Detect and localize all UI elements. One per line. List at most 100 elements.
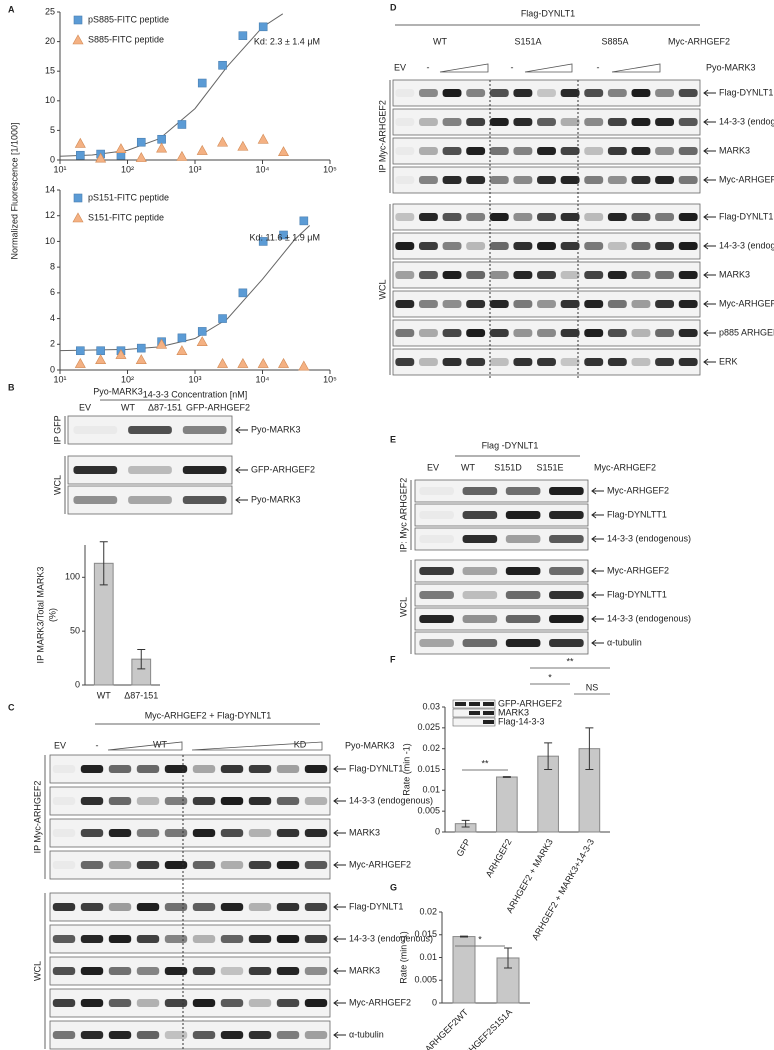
x-axis-label: 14-3-3 Concentration [nM]: [143, 389, 248, 399]
row-label: MARK3: [349, 965, 380, 975]
significance-label: NS: [586, 682, 599, 692]
blot-strip: [414, 607, 589, 631]
row-label: GFP-ARHGEF2: [251, 464, 315, 474]
band: [678, 213, 698, 221]
lane-label: S151E: [536, 462, 563, 472]
lane-label: Flag -DYNLT1: [482, 440, 539, 450]
band: [248, 935, 272, 943]
band: [108, 829, 132, 837]
band: [419, 591, 454, 599]
band: [108, 999, 132, 1007]
arrow: [703, 329, 716, 337]
inset-label: Flag-14-3-3: [498, 716, 545, 726]
side-label: WCL: [32, 961, 42, 981]
significance-label: *: [478, 934, 482, 944]
band: [678, 118, 698, 126]
point: [177, 120, 187, 129]
band: [678, 147, 698, 155]
arrow: [591, 591, 604, 599]
band: [52, 935, 76, 943]
arrow: [591, 511, 604, 519]
inset-label: MARK3: [498, 707, 529, 717]
lane-label: S151A: [514, 36, 541, 46]
point: [238, 288, 248, 298]
dose-wedge: [107, 741, 183, 751]
band: [52, 999, 76, 1007]
y-tick-label: 50: [70, 626, 80, 636]
band: [462, 615, 498, 623]
band: [395, 358, 415, 366]
x-tick-label: ARHGEF2WT: [423, 1007, 470, 1050]
band: [442, 147, 462, 155]
panel-letter: C: [8, 702, 15, 712]
band: [52, 797, 76, 805]
band: [395, 147, 415, 155]
lane-label: WT: [121, 402, 135, 412]
band: [513, 89, 533, 97]
band: [164, 999, 188, 1007]
band: [505, 615, 541, 623]
band: [418, 176, 438, 184]
row-label: Flag-DYNLT1: [719, 87, 773, 97]
band: [655, 213, 675, 221]
lane-label: Flag-DYNLT1: [521, 8, 575, 18]
lane-label: -: [511, 62, 514, 72]
band: [395, 300, 415, 308]
row-label: p885 ARHGEF2: [719, 327, 774, 337]
row-label: 14-3-3 (endogenous): [349, 933, 433, 943]
band: [489, 89, 509, 97]
band: [513, 358, 533, 366]
band: [678, 176, 698, 184]
band: [276, 999, 300, 1007]
band: [220, 1031, 244, 1039]
band: [489, 118, 509, 126]
significance-label: *: [548, 672, 552, 682]
arrow: [333, 797, 346, 805]
band: [584, 329, 604, 337]
band: [631, 176, 651, 184]
band: [136, 765, 160, 773]
y-tick-label: 0.005: [414, 975, 437, 985]
y-tick-label: 6: [50, 287, 55, 297]
point: [279, 230, 288, 240]
band: [466, 300, 486, 308]
band: [655, 118, 675, 126]
y-tick-label: 14: [45, 184, 55, 194]
inset-strip: [452, 717, 496, 727]
band: [631, 242, 651, 250]
y-tick-label: 0.03: [422, 701, 440, 711]
band: [537, 213, 556, 221]
band: [655, 89, 675, 97]
row-label: Myc-ARHGEF2: [349, 859, 411, 869]
band: [395, 271, 415, 279]
point: [298, 360, 310, 371]
arrow: [703, 89, 716, 97]
band: [248, 903, 272, 911]
legend-marker: [72, 212, 84, 223]
point: [257, 133, 269, 144]
band: [136, 999, 160, 1007]
band: [136, 903, 160, 911]
band: [537, 89, 556, 97]
band: [560, 213, 580, 221]
band: [513, 300, 533, 308]
side-label: IP Myc-ARHGEF2: [32, 781, 42, 854]
band: [560, 89, 580, 97]
band: [549, 591, 584, 599]
panel-letter: G: [390, 882, 397, 892]
band: [192, 829, 216, 837]
band: [395, 329, 415, 337]
band: [466, 271, 486, 279]
band: [442, 89, 462, 97]
error-bar: [99, 541, 108, 586]
band: [462, 511, 498, 519]
inset-band: [469, 702, 480, 706]
band: [462, 487, 498, 495]
band: [537, 329, 556, 337]
y-axis-label: IP MARK3/Total MARK3: [35, 567, 45, 664]
arrow: [333, 1031, 346, 1039]
x-tick-label: 10⁴: [256, 164, 270, 174]
band: [220, 765, 244, 773]
x-tick-label: GFP: [454, 837, 472, 858]
band: [466, 242, 486, 250]
